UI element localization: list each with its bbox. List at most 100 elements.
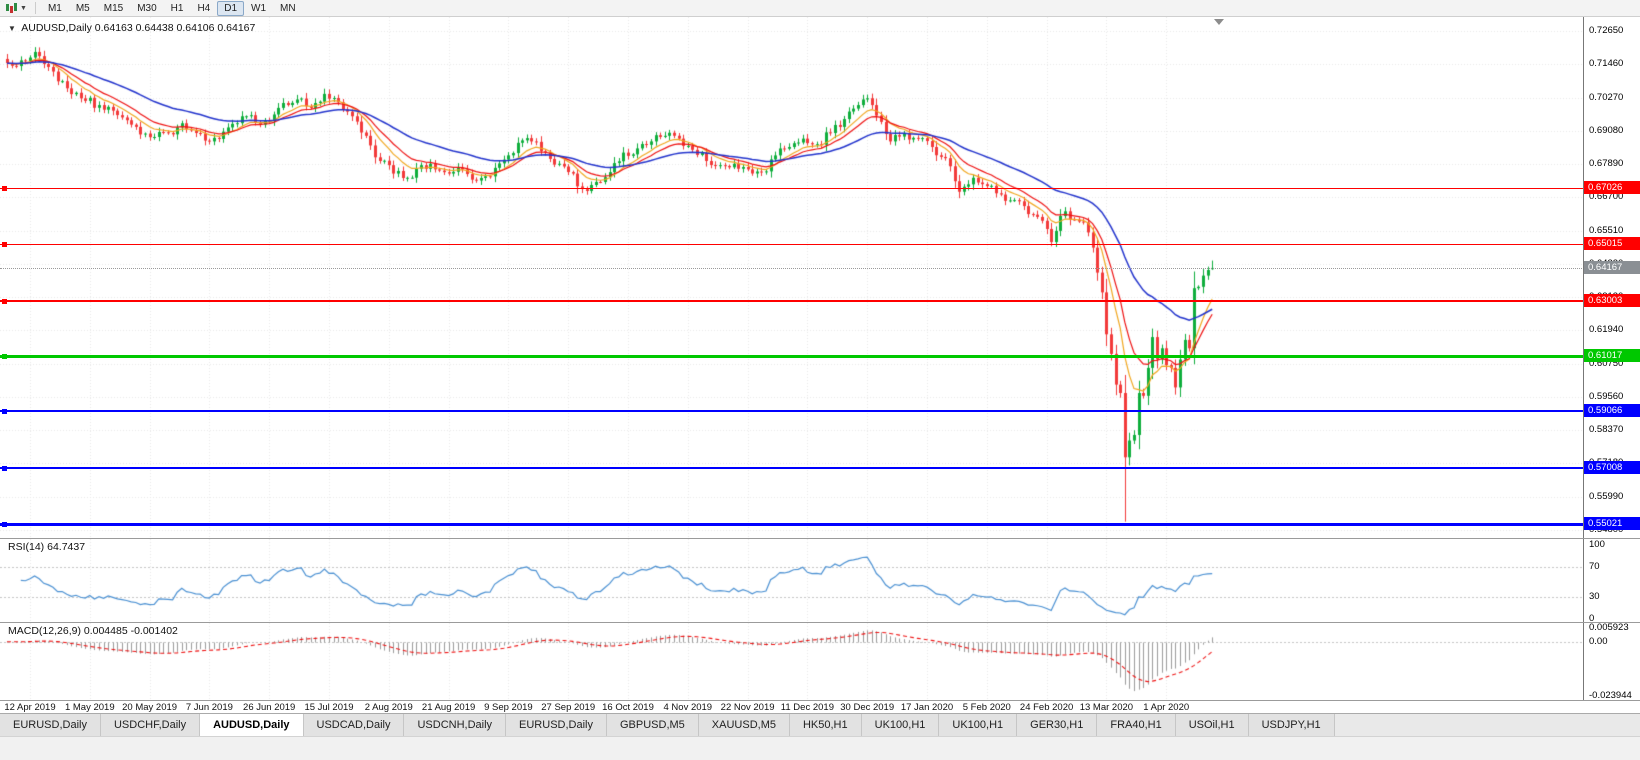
chart-shift-marker[interactable]	[1214, 19, 1224, 25]
chart-symbol-timeframe: AUDUSD,Daily	[21, 22, 92, 34]
chart-tab-usdjpy-h1[interactable]: USDJPY,H1	[1248, 714, 1335, 736]
chart-tab-ger30-h1[interactable]: GER30,H1	[1017, 714, 1098, 736]
price-axis-border	[1583, 17, 1584, 700]
timeframe-button-mn[interactable]: MN	[280, 2, 296, 14]
price-axis-label: 0.58370	[1589, 424, 1624, 436]
rsi-indicator-value: 64.7437	[47, 541, 86, 553]
price-axis-label: 0.55990	[1589, 490, 1624, 502]
macd-canvas[interactable]	[0, 623, 1584, 700]
rsi-axis-label: 100	[1589, 539, 1605, 550]
dropdown-caret-icon[interactable]: ▼	[20, 4, 27, 12]
hline-handle[interactable]	[2, 522, 7, 527]
time-axis-label: 16 Oct 2019	[602, 702, 654, 713]
chart-tab-xauusd-m5[interactable]: XAUUSD,M5	[698, 714, 790, 736]
time-axis-label: 15 Jul 2019	[304, 702, 354, 713]
toolbar-separator	[34, 2, 36, 14]
chart-tab-usoil-h1[interactable]: USOil,H1	[1175, 714, 1249, 736]
chart-ohlc-values: 0.64163 0.64438 0.64106 0.64167	[94, 22, 256, 34]
time-axis-label: 24 Feb 2020	[1019, 702, 1074, 713]
horizontal-line-0.67026[interactable]	[0, 186, 1584, 191]
time-axis-label: 13 Mar 2020	[1079, 702, 1134, 713]
chart-tab-uk100-h1[interactable]: UK100,H1	[939, 714, 1018, 736]
time-axis-label: 2 Aug 2019	[364, 702, 413, 713]
price-axis-label: 0.65510	[1589, 224, 1624, 236]
hline-handle[interactable]	[2, 408, 7, 414]
main-chart-canvas[interactable]	[0, 17, 1584, 538]
timeframe-button-h4[interactable]: H4	[197, 2, 211, 14]
price-tag-0.65015: 0.65015	[1584, 237, 1640, 250]
panel-separator	[0, 700, 1640, 701]
time-axis-label: 27 Sep 2019	[541, 702, 596, 713]
panel-separator[interactable]	[0, 622, 1640, 623]
panel-separator[interactable]	[0, 538, 1640, 539]
chart-tab-hk50-h1[interactable]: HK50,H1	[789, 714, 862, 736]
chart-title: ▼ AUDUSD,Daily 0.64163 0.64438 0.64106 0…	[8, 22, 255, 34]
rsi-label: RSI(14) 64.7437	[8, 541, 85, 553]
price-tag-0.59066: 0.59066	[1584, 404, 1640, 417]
price-axis-label: 0.60750	[1589, 357, 1624, 369]
hline-handle[interactable]	[2, 354, 7, 359]
timeframe-button-m15[interactable]: M15	[103, 2, 124, 14]
time-axis-label: 4 Nov 2019	[663, 702, 713, 713]
chart-icon[interactable]	[5, 2, 18, 14]
horizontal-line-0.59066[interactable]	[0, 408, 1584, 414]
chart-tab-usdcad-daily[interactable]: USDCAD,Daily	[303, 714, 405, 736]
horizontal-line-0.65015[interactable]	[0, 242, 1584, 247]
price-axis-label: 0.59560	[1589, 390, 1624, 402]
timeframe-toolbar: ▼ M1 M5 M15 M30 H1 H4 D1 W1 MN	[0, 0, 1640, 17]
timeframe-button-w1[interactable]: W1	[251, 2, 267, 14]
horizontal-line-0.55021[interactable]	[0, 522, 1584, 527]
horizontal-line-0.57008[interactable]	[0, 465, 1584, 471]
current-price-tag: 0.64167	[1584, 261, 1640, 274]
time-axis-label: 30 Dec 2019	[840, 702, 895, 713]
chart-tab-uk100-h1[interactable]: UK100,H1	[861, 714, 940, 736]
horizontal-line-0.63003[interactable]	[0, 298, 1584, 304]
price-axis-label: 0.69080	[1589, 124, 1624, 136]
horizontal-line-0.61017[interactable]	[0, 354, 1584, 359]
macd-axis-label: 0.005923	[1589, 622, 1629, 634]
chart-context-icon[interactable]: ▼	[8, 24, 16, 33]
time-axis-label: 12 Apr 2019	[4, 702, 56, 713]
timeframe-button-m30[interactable]: M30	[137, 2, 157, 14]
chart-tab-audusd-daily[interactable]: AUDUSD,Daily	[200, 714, 304, 736]
timeframe-button-m5[interactable]: M5	[75, 2, 90, 14]
time-axis-label: 22 Nov 2019	[720, 702, 775, 713]
macd-indicator-values: 0.004485 -0.001402	[83, 625, 178, 637]
rsi-axis-label: 30	[1589, 590, 1600, 602]
hline-handle[interactable]	[2, 186, 7, 191]
rsi-axis-label: 0	[1589, 613, 1595, 624]
timeframe-button-m1[interactable]: M1	[47, 2, 62, 14]
price-tag-0.67026: 0.67026	[1584, 181, 1640, 194]
hline-handle[interactable]	[2, 298, 7, 304]
macd-axis-label: 0.00	[1589, 635, 1608, 647]
price-tag-0.55021: 0.55021	[1584, 517, 1640, 530]
macd-axis-label: -0.023944	[1589, 689, 1632, 701]
chart-tab-usdchf-daily[interactable]: USDCHF,Daily	[100, 714, 201, 736]
time-axis-label: 20 May 2019	[122, 702, 178, 713]
macd-indicator-name: MACD(12,26,9)	[8, 625, 81, 637]
chart-tab-eurusd-daily[interactable]: EURUSD,Daily	[506, 714, 607, 736]
timeframe-button-h1[interactable]: H1	[170, 2, 184, 14]
hline-handle[interactable]	[2, 242, 7, 247]
rsi-axis-label: 70	[1589, 561, 1600, 573]
hline-handle[interactable]	[2, 465, 7, 471]
price-axis-label: 0.61940	[1589, 324, 1624, 336]
chart-tab-usdcnh-daily[interactable]: USDCNH,Daily	[404, 714, 507, 736]
timeframe-buttons: M1 M5 M15 M30 H1 H4 D1 W1 MN	[41, 0, 303, 16]
time-axis-label: 26 Jun 2019	[243, 702, 296, 713]
time-axis-label: 1 Apr 2020	[1143, 702, 1190, 713]
time-axis-label: 5 Feb 2020	[962, 702, 1011, 713]
price-tag-0.57008: 0.57008	[1584, 461, 1640, 474]
chart-tab-fra40-h1[interactable]: FRA40,H1	[1097, 714, 1176, 736]
price-tag-0.63003: 0.63003	[1584, 294, 1640, 307]
timeframe-button-d1[interactable]: D1	[217, 0, 245, 16]
rsi-canvas[interactable]	[0, 539, 1584, 622]
rsi-indicator-name: RSI(14)	[8, 541, 45, 553]
chart-tab-gbpusd-m5[interactable]: GBPUSD,M5	[607, 714, 699, 736]
chart-tab-eurusd-daily[interactable]: EURUSD,Daily	[0, 714, 101, 736]
time-axis-label: 17 Jan 2020	[900, 702, 954, 713]
time-axis-label: 1 May 2019	[64, 702, 115, 713]
time-axis-label: 21 Aug 2019	[421, 702, 476, 713]
price-axis-label: 0.66700	[1589, 191, 1624, 203]
chart-tabs-bar: EURUSD,Daily USDCHF,Daily AUDUSD,Daily USDC…	[0, 713, 1640, 736]
